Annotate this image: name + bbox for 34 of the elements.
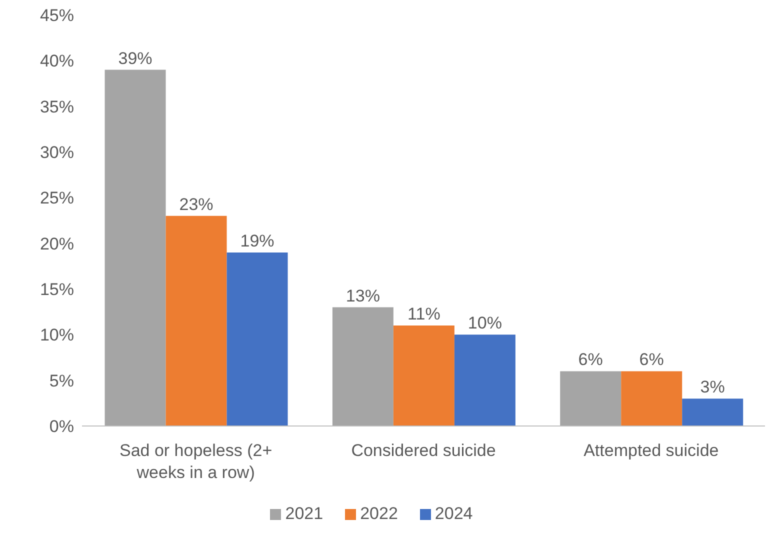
x-tick-label: Considered suicide [351,441,496,460]
y-tick-label: 30% [40,143,74,162]
data-label: 3% [700,378,725,397]
bar [166,216,227,426]
y-tick-label: 10% [40,326,74,345]
bar [226,252,288,426]
bar [560,371,622,426]
x-tick-label: Attempted suicide [584,441,719,460]
data-label: 11% [408,304,440,324]
data-label: 19% [240,231,274,250]
data-label: 13% [346,286,380,306]
data-label: 6% [639,350,664,370]
bar [332,307,394,426]
bar [621,371,682,426]
y-tick-label: 20% [40,234,74,254]
data-label: 6% [578,350,603,370]
data-label: 39% [118,48,152,68]
bar [682,398,744,426]
y-tick-label: 0% [49,417,74,436]
y-tick-label: 25% [40,188,74,208]
data-label: 23% [179,194,214,214]
bar [104,70,166,426]
y-tick-label: 40% [40,52,74,71]
bar [454,334,516,426]
legend-label: 2021 [285,504,324,523]
y-tick-label: 5% [49,371,74,390]
y-tick-label: 35% [40,97,74,116]
legend-label: 2022 [360,504,398,523]
y-tick-label: 15% [40,280,74,300]
y-tick-label: 45% [40,6,74,26]
data-label: 10% [468,314,502,333]
legend-label: 2024 [434,504,473,523]
x-tick-label: Sad or hopeless (2+ weeks in a row) [120,441,272,482]
bar [393,326,454,426]
